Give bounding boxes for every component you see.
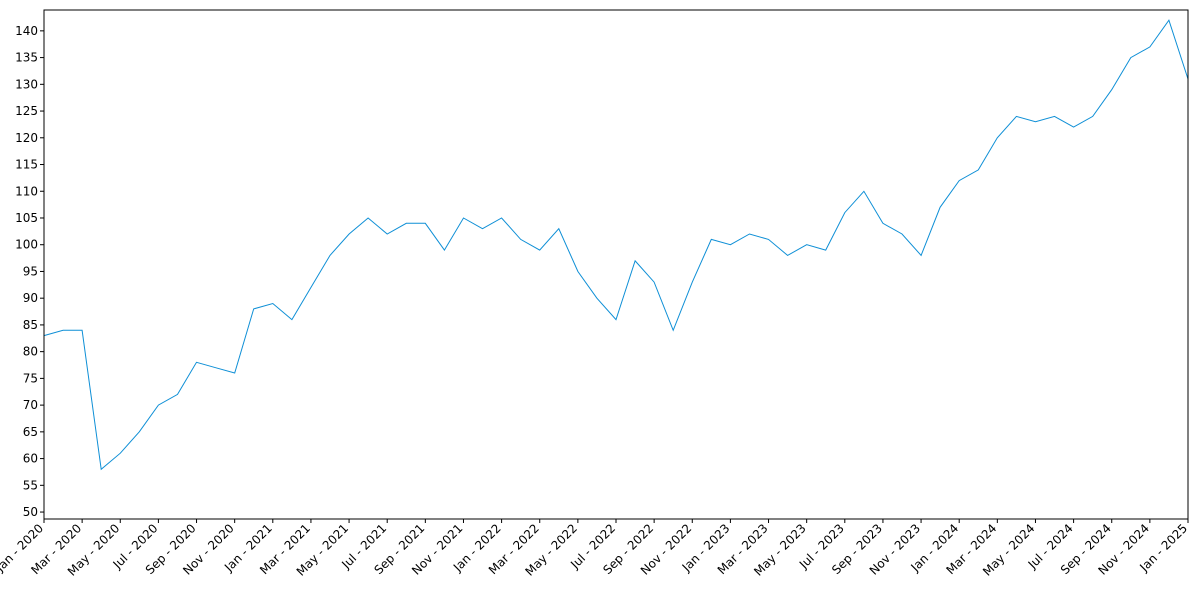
price-line — [43, 19, 1189, 471]
y-tick-label: 120 — [15, 131, 38, 145]
y-tick-label: 100 — [15, 238, 38, 252]
y-tick-label: 60 — [23, 452, 38, 466]
y-tick-label: 95 — [23, 264, 38, 278]
y-tick-label: 140 — [15, 24, 38, 38]
plot-frame — [43, 9, 1189, 520]
y-tick-label: 75 — [23, 371, 38, 385]
y-tick-label: 80 — [23, 345, 38, 359]
y-tick-label: 90 — [23, 291, 38, 305]
y-tick-label: 105 — [15, 211, 38, 225]
y-tick-label: 115 — [15, 158, 38, 172]
y-tick-label: 85 — [23, 318, 38, 332]
y-tick-label: 125 — [15, 104, 38, 118]
y-tick-label: 135 — [15, 51, 38, 65]
y-tick-label: 110 — [15, 184, 38, 198]
y-tick-label: 130 — [15, 77, 38, 91]
y-tick-label: 65 — [23, 425, 38, 439]
y-tick-label: 55 — [23, 478, 38, 492]
y-tick-label: 50 — [23, 505, 38, 519]
y-tick-label: 70 — [23, 398, 38, 412]
